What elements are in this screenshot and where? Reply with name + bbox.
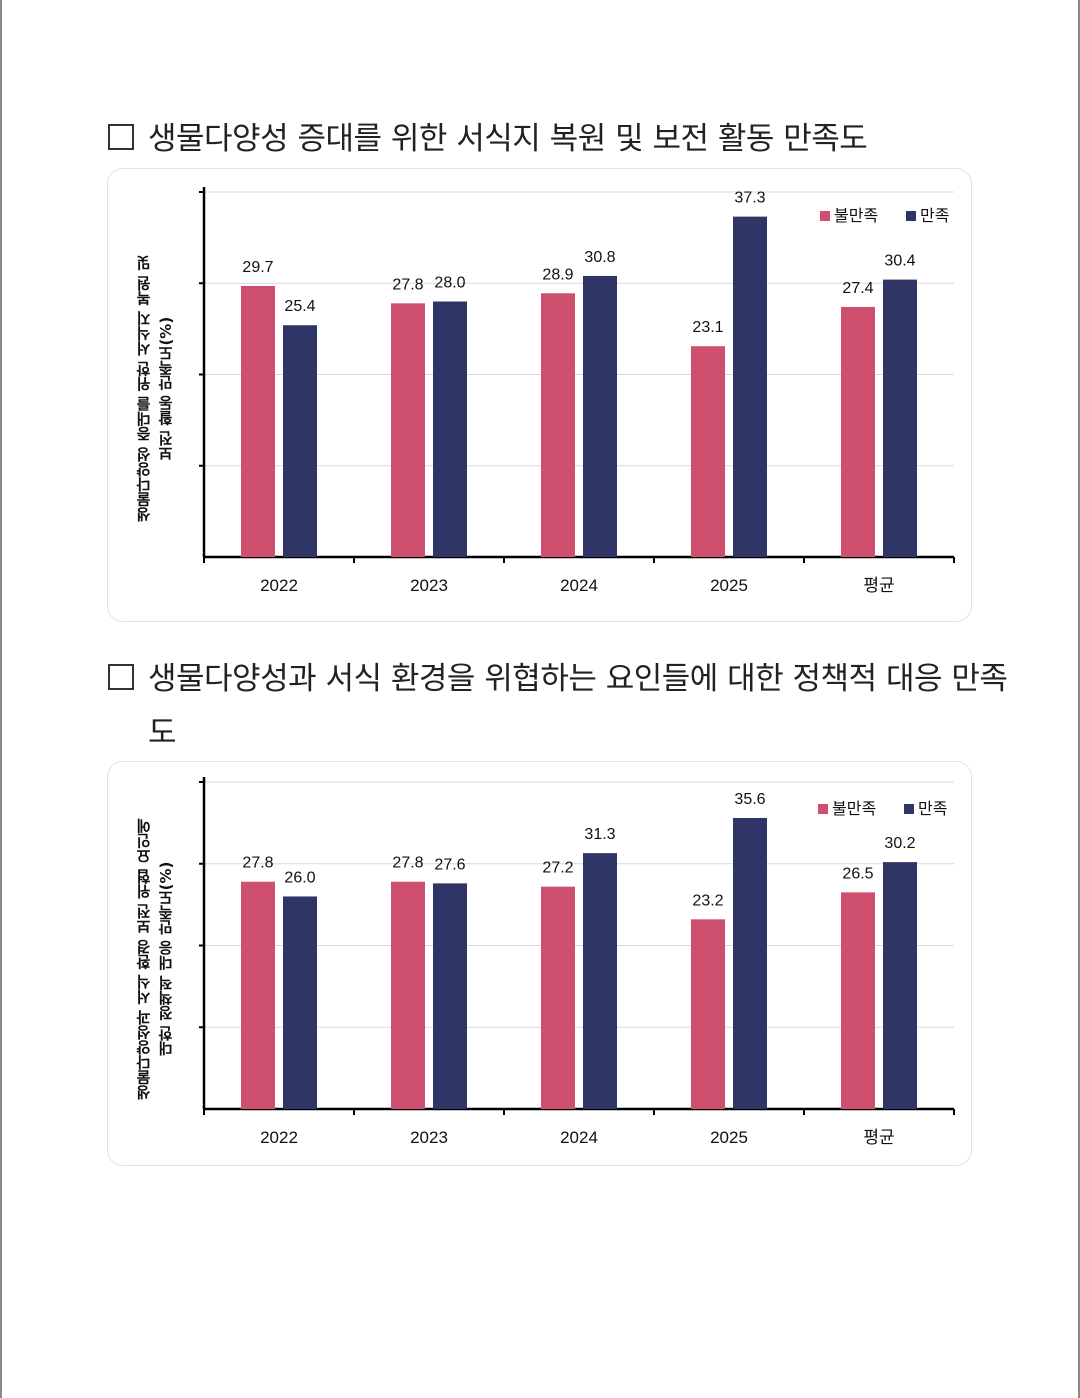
data-label: 30.4 — [884, 253, 915, 270]
legend-swatch-불만족 — [820, 211, 830, 221]
chart-card-2: 생물다양성과 서식 환경 보전 위협 요인에 대한 정책적 대응 만족도(%) … — [107, 761, 972, 1166]
section-title-2-text: 생물다양성과 서식 환경을 위협하는 요인들에 대한 정책적 대응 만족도 — [148, 661, 1008, 751]
data-label: 30.8 — [584, 249, 615, 266]
data-label: 29.7 — [242, 259, 273, 276]
data-label: 23.2 — [692, 892, 723, 909]
x-tick-label: 2024 — [560, 576, 598, 595]
x-tick-label: 평균 — [863, 576, 894, 595]
bar-불만족-2023 — [391, 881, 425, 1109]
bar-불만족-평균 — [841, 892, 875, 1109]
bar-불만족-2022 — [241, 285, 275, 557]
data-label: 26.5 — [842, 865, 873, 882]
chart-1: 29.7 25.4 2022 27.8 28.0 2023 28.9 30.8 2024 23.1… — [199, 187, 955, 595]
data-label: 35.6 — [734, 791, 765, 808]
data-label: 27.8 — [242, 855, 273, 872]
x-tick-label: 2022 — [260, 1128, 298, 1147]
bar-만족-평균 — [883, 862, 917, 1109]
data-label: 27.8 — [392, 855, 423, 872]
x-tick-label: 2023 — [410, 576, 448, 595]
chart-card-1: 생물다양성 증대를 위한 서식지 복원 및 보전 활동 만족도(%) 29.7 2… — [107, 168, 972, 622]
bar-불만족-평균 — [841, 306, 875, 557]
x-tick-label: 2023 — [410, 1128, 448, 1147]
right-border — [1078, 0, 1080, 1398]
bar-불만족-2025 — [691, 919, 725, 1109]
data-label: 23.1 — [692, 319, 723, 336]
bar-만족-2022 — [283, 896, 317, 1109]
bar-만족-2025 — [733, 817, 767, 1109]
legend-label-불만족: 불만족 — [832, 800, 876, 818]
data-label: 27.8 — [392, 276, 423, 293]
data-label: 27.4 — [842, 280, 873, 297]
bar-불만족-2022 — [241, 881, 275, 1109]
left-border — [0, 0, 2, 1398]
section-title-1: 생물다양성 증대를 위한 서식지 복원 및 보전 활동 만족도 — [108, 112, 1008, 166]
section-title-1-text: 생물다양성 증대를 위한 서식지 복원 및 보전 활동 만족도 — [148, 121, 868, 157]
checkbox-icon — [108, 124, 134, 150]
data-label: 28.9 — [542, 266, 573, 283]
data-label: 37.3 — [734, 190, 765, 207]
legend-swatch-만족 — [906, 211, 916, 221]
bar-불만족-2024 — [541, 886, 575, 1109]
legend-label-만족: 만족 — [920, 207, 949, 225]
section-title-2: 생물다양성과 서식 환경을 위협하는 요인들에 대한 정책적 대응 만족도 — [108, 652, 1008, 760]
legend-swatch-불만족 — [818, 804, 828, 814]
bar-불만족-2023 — [391, 303, 425, 557]
checkbox-icon — [108, 664, 134, 690]
bar-만족-평균 — [883, 279, 917, 557]
x-tick-label: 평균 — [863, 1128, 894, 1147]
data-label: 30.2 — [884, 835, 915, 852]
legend-label-불만족: 불만족 — [834, 207, 878, 225]
data-label: 28.0 — [434, 275, 465, 292]
data-label: 31.3 — [584, 826, 615, 843]
bar-만족-2022 — [283, 325, 317, 557]
bar-만족-2023 — [433, 883, 467, 1109]
data-label: 27.6 — [434, 856, 465, 873]
legend-label-만족: 만족 — [918, 800, 947, 818]
x-tick-label: 2025 — [710, 576, 748, 595]
bar-불만족-2025 — [691, 346, 725, 557]
x-tick-label: 2022 — [260, 576, 298, 595]
bar-만족-2025 — [733, 216, 767, 557]
data-label: 26.0 — [284, 869, 315, 886]
bar-만족-2023 — [433, 301, 467, 557]
bar-불만족-2024 — [541, 293, 575, 557]
chart-2: 27.8 26.0 2022 27.8 27.6 2023 27.2 31.3 2024 23.2… — [199, 777, 955, 1147]
bar-만족-2024 — [583, 275, 617, 557]
x-tick-label: 2025 — [710, 1128, 748, 1147]
data-label: 25.4 — [284, 298, 315, 315]
x-tick-label: 2024 — [560, 1128, 598, 1147]
data-label: 27.2 — [542, 860, 573, 877]
legend-swatch-만족 — [904, 804, 914, 814]
bar-만족-2024 — [583, 853, 617, 1109]
